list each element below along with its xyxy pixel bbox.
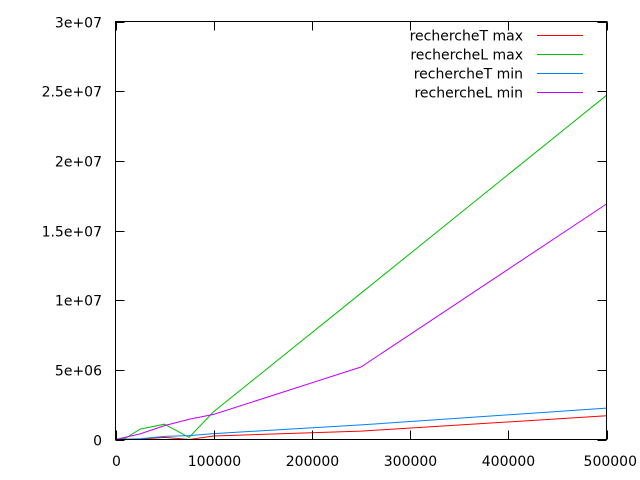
series-line-recherchel-min <box>115 203 607 440</box>
y-tick-label: 5e+06 <box>55 364 102 380</box>
y-tick-label: 2e+07 <box>55 155 102 171</box>
y-tick-label: 1.5e+07 <box>42 225 102 241</box>
axis-ticks: 0 5e+06 1e+07 1.5e+07 2e+07 2.5e+07 3e+07 0 1000… <box>42 16 637 471</box>
x-tick-label: 300000 <box>384 454 437 470</box>
plot-frame <box>115 21 607 440</box>
y-tick-label: 0 <box>93 434 102 450</box>
x-tick-label: 100000 <box>188 454 241 470</box>
x-tick-label: 400000 <box>482 454 535 470</box>
legend-label: rechercheT max <box>410 29 523 45</box>
series-line-recherchet-min <box>115 407 607 440</box>
y-tick-label: 1e+07 <box>55 294 102 310</box>
x-tick-label: 0 <box>112 454 121 470</box>
y-tick-label: 2.5e+07 <box>42 85 102 101</box>
x-tick-label: 500000 <box>584 454 637 470</box>
legend-label: rechercheL min <box>414 86 523 102</box>
series-line-recherchel-max <box>115 94 607 440</box>
legend-label: rechercheL max <box>410 48 523 64</box>
legend: rechercheT max rechercheL max rechercheT m… <box>410 29 583 102</box>
legend-label: rechercheT min <box>414 67 523 83</box>
x-tick-label: 200000 <box>286 454 339 470</box>
y-tick-label: 3e+07 <box>55 16 102 32</box>
plot-marks <box>115 94 607 441</box>
